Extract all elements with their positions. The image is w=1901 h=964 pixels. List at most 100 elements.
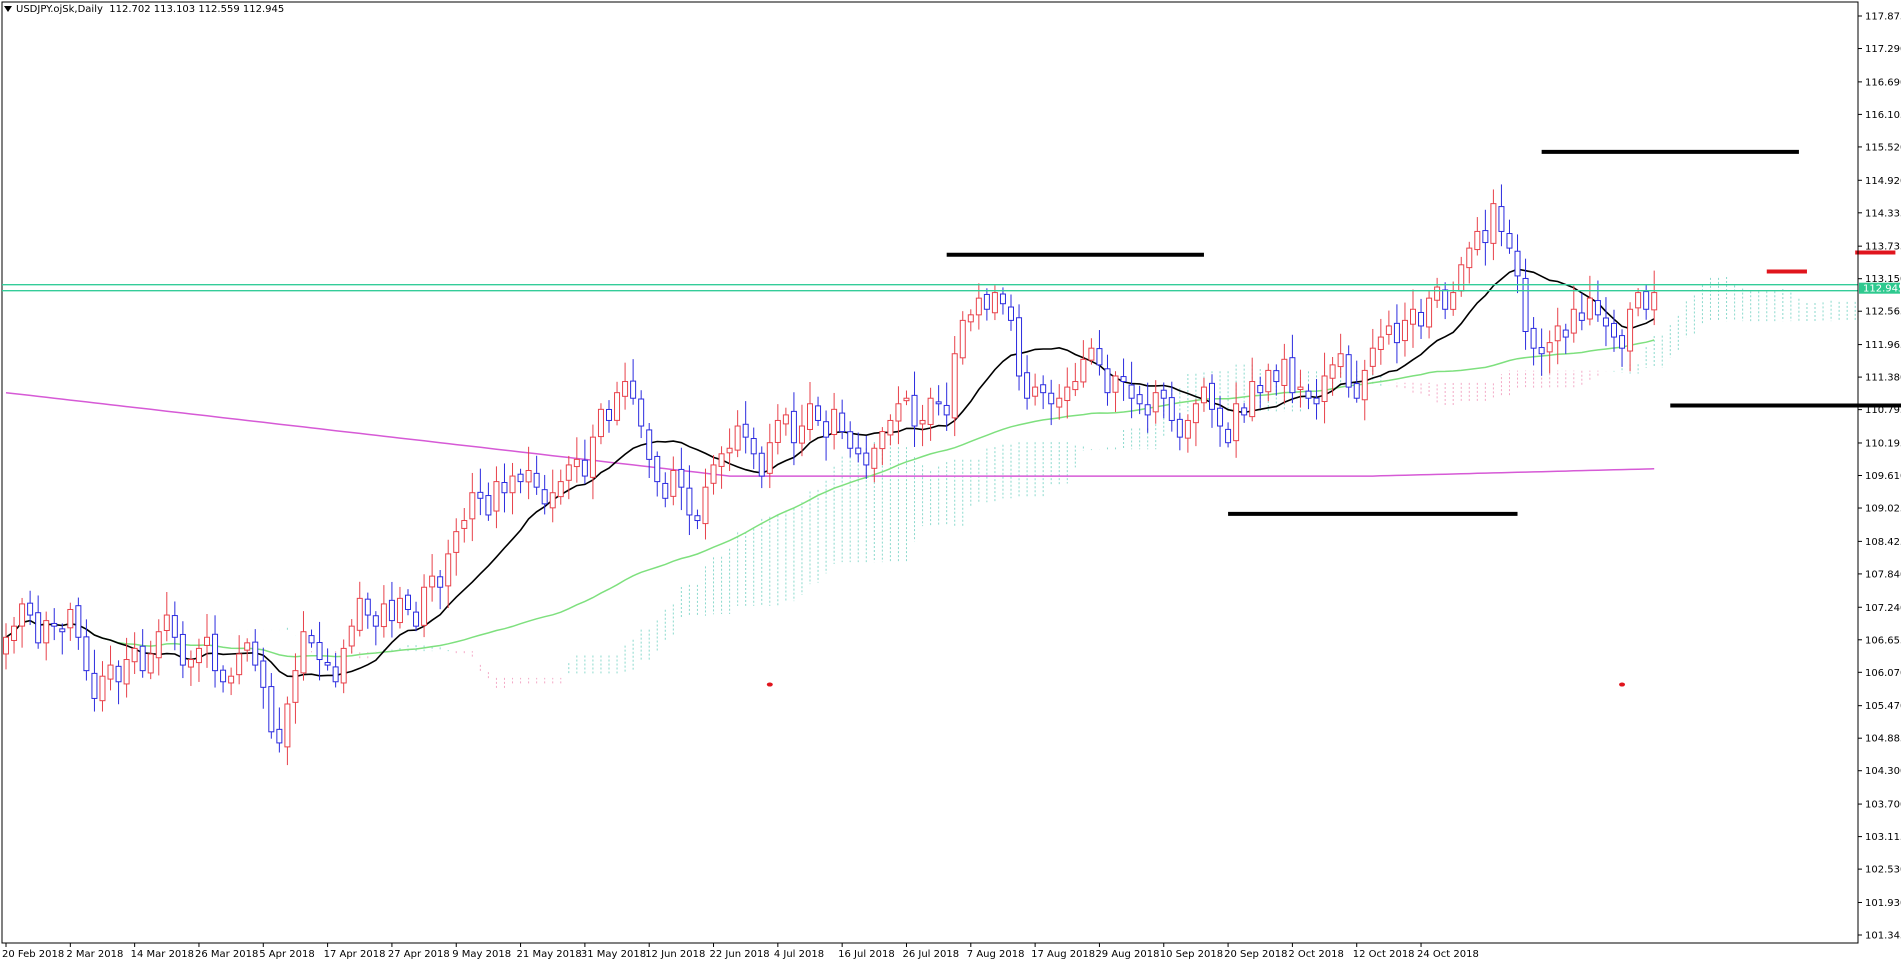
candle-body[interactable] bbox=[396, 597, 403, 624]
candle-body[interactable] bbox=[646, 429, 653, 460]
candle-body[interactable] bbox=[927, 397, 934, 425]
candle-body[interactable] bbox=[1104, 368, 1111, 394]
candle-body[interactable] bbox=[324, 661, 331, 666]
candle-body[interactable] bbox=[1538, 347, 1545, 355]
candle-body[interactable] bbox=[1418, 311, 1425, 327]
candle-body[interactable] bbox=[1024, 372, 1031, 399]
candle-body[interactable] bbox=[1490, 203, 1497, 244]
candle-body[interactable] bbox=[1329, 364, 1336, 379]
candle-body[interactable] bbox=[1249, 381, 1256, 418]
candle-body[interactable] bbox=[179, 633, 186, 666]
candle-body[interactable] bbox=[1353, 383, 1360, 399]
candle-body[interactable] bbox=[1128, 384, 1135, 399]
candle-body[interactable] bbox=[702, 486, 709, 525]
candle-body[interactable] bbox=[1410, 308, 1416, 325]
annotation-red-dot[interactable] bbox=[766, 682, 773, 687]
candle-body[interactable] bbox=[1297, 386, 1304, 390]
candle-body[interactable] bbox=[1008, 306, 1014, 321]
candle-body[interactable] bbox=[131, 647, 138, 663]
candle-body[interactable] bbox=[1120, 376, 1127, 383]
candle-body[interactable] bbox=[766, 442, 773, 474]
candle-body[interactable] bbox=[750, 438, 757, 455]
candle-body[interactable] bbox=[1112, 375, 1119, 393]
candle-body[interactable] bbox=[863, 452, 870, 466]
candle-body[interactable] bbox=[276, 728, 283, 744]
annotation-red-dot[interactable] bbox=[1619, 682, 1626, 687]
candle-body[interactable] bbox=[1136, 394, 1143, 405]
candle-body[interactable] bbox=[622, 381, 629, 397]
candle-body[interactable] bbox=[549, 492, 556, 509]
candle-body[interactable] bbox=[895, 403, 902, 422]
candle-body[interactable] bbox=[1611, 322, 1617, 338]
candle-body[interactable] bbox=[1144, 404, 1151, 416]
candle-body[interactable] bbox=[1594, 300, 1601, 316]
candle-body[interactable] bbox=[1273, 370, 1280, 383]
candle-body[interactable] bbox=[388, 599, 395, 622]
candle-body[interactable] bbox=[1072, 381, 1079, 391]
candle-body[interactable] bbox=[1056, 397, 1063, 408]
candle-body[interactable] bbox=[445, 553, 452, 587]
candle-body[interactable] bbox=[1482, 230, 1489, 244]
candle-body[interactable] bbox=[429, 575, 436, 588]
candle-body[interactable] bbox=[99, 675, 106, 702]
candle-body[interactable] bbox=[3, 636, 9, 655]
candle-body[interactable] bbox=[951, 353, 958, 419]
candle-body[interactable] bbox=[485, 495, 492, 516]
candle-body[interactable] bbox=[171, 615, 178, 638]
candle-body[interactable] bbox=[123, 659, 130, 685]
candle-body[interactable] bbox=[1032, 386, 1039, 397]
candle-body[interactable] bbox=[220, 669, 227, 683]
candle-body[interactable] bbox=[244, 642, 251, 651]
candle-body[interactable] bbox=[1281, 358, 1288, 386]
candle-body[interactable] bbox=[1458, 264, 1465, 292]
candle-body[interactable] bbox=[1209, 382, 1215, 410]
candle-body[interactable] bbox=[1450, 292, 1457, 310]
candle-body[interactable] bbox=[1602, 317, 1609, 327]
candle-body[interactable] bbox=[807, 403, 813, 430]
candle-body[interactable] bbox=[589, 436, 596, 478]
candle-body[interactable] bbox=[493, 481, 500, 512]
candle-body[interactable] bbox=[871, 447, 878, 469]
candle-body[interactable] bbox=[999, 293, 1006, 305]
candle-body[interactable] bbox=[1619, 335, 1626, 349]
candle-body[interactable] bbox=[654, 455, 661, 483]
candle-body[interactable] bbox=[1265, 369, 1272, 393]
candle-body[interactable] bbox=[1096, 348, 1103, 366]
candle-body[interactable] bbox=[614, 392, 621, 421]
candle-body[interactable] bbox=[252, 641, 259, 666]
candle-body[interactable] bbox=[316, 642, 323, 661]
candle-body[interactable] bbox=[51, 622, 58, 627]
candle-body[interactable] bbox=[557, 481, 564, 498]
candle-body[interactable] bbox=[887, 419, 894, 436]
candle-body[interactable] bbox=[461, 520, 468, 529]
candle-body[interactable] bbox=[718, 453, 725, 467]
candle-body[interactable] bbox=[1337, 353, 1344, 368]
candle-body[interactable] bbox=[573, 458, 580, 468]
candle-body[interactable] bbox=[839, 412, 846, 433]
candle-body[interactable] bbox=[1048, 392, 1055, 405]
candle-body[interactable] bbox=[43, 620, 50, 644]
candle-body[interactable] bbox=[372, 615, 379, 627]
candle-body[interactable] bbox=[1289, 357, 1296, 394]
candle-body[interactable] bbox=[67, 608, 74, 629]
candle-body[interactable] bbox=[1651, 292, 1658, 311]
candle-body[interactable] bbox=[911, 394, 918, 427]
candle-body[interactable] bbox=[107, 664, 114, 680]
candle-body[interactable] bbox=[823, 421, 830, 438]
candle-body[interactable] bbox=[678, 468, 685, 488]
candle-body[interactable] bbox=[147, 653, 154, 674]
candle-body[interactable] bbox=[541, 489, 548, 505]
candle-body[interactable] bbox=[19, 603, 26, 627]
candle-body[interactable] bbox=[469, 492, 476, 520]
candle-body[interactable] bbox=[694, 515, 701, 522]
candle-body[interactable] bbox=[710, 464, 717, 484]
candle-body[interactable] bbox=[1305, 390, 1312, 399]
candle-body[interactable] bbox=[662, 482, 669, 499]
candle-body[interactable] bbox=[1570, 308, 1577, 334]
candle-body[interactable] bbox=[975, 297, 982, 316]
candle-body[interactable] bbox=[967, 314, 974, 323]
candle-body[interactable] bbox=[790, 410, 797, 444]
candle-body[interactable] bbox=[1176, 418, 1183, 438]
candle-body[interactable] bbox=[903, 397, 910, 402]
